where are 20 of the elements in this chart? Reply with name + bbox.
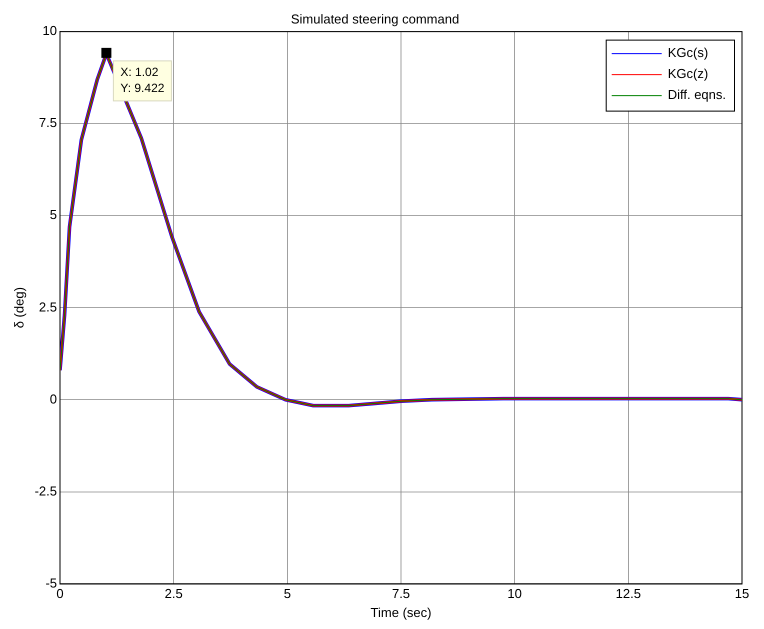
x-tick-label: 7.5 xyxy=(392,586,410,602)
y-tick-label: -5 xyxy=(45,575,57,590)
legend-label: KGc(z) xyxy=(668,66,708,82)
y-tick-label: -2.5 xyxy=(34,483,57,498)
y-tick-label: 10 xyxy=(42,23,57,38)
x-tick-label: 15 xyxy=(734,586,750,602)
y-tick-label: 2.5 xyxy=(38,299,57,314)
y-tick-label: 0 xyxy=(50,391,57,406)
y-axis-title: δ (deg) xyxy=(11,287,26,328)
chart-title: Simulated steering command xyxy=(290,11,460,26)
legend-label: KGc(s) xyxy=(668,45,708,60)
y-tick-label: 7.5 xyxy=(38,115,57,130)
y-tick-label: 5 xyxy=(50,207,57,222)
annotation: X: 1.02 Y: 9.422 xyxy=(120,65,165,96)
x-tick-label: 12.5 xyxy=(616,586,641,602)
x-tick-label: 5 xyxy=(284,586,291,602)
legend-label: Diff. eqns. xyxy=(668,87,726,102)
x-tick-label: 10 xyxy=(507,586,522,602)
x-axis-title: Time (sec) xyxy=(370,604,432,620)
x-tick-label: 2.5 xyxy=(164,586,183,602)
